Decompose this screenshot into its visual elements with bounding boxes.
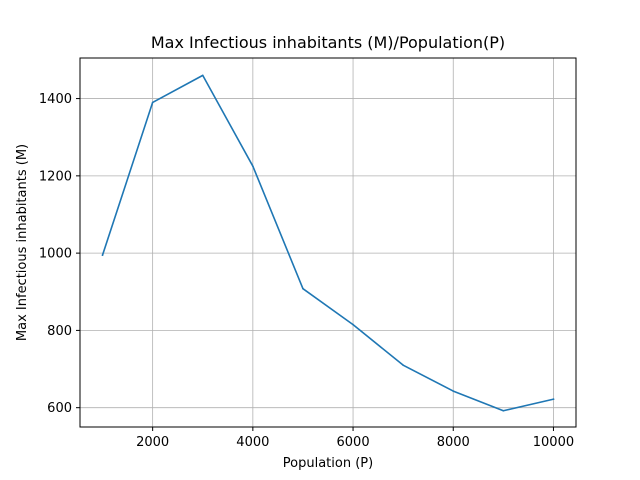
y-tick-label: 600	[47, 401, 72, 416]
y-tick-label: 1200	[39, 169, 72, 184]
series-line	[101, 74, 555, 412]
data-point	[552, 398, 555, 400]
axis-ticks: 2000 4000 6000 8000 10000 600 800 1000 1200 1400	[39, 92, 574, 450]
y-axis-label: Max Infectious inhabitants (M)	[15, 144, 30, 341]
data-point	[252, 165, 254, 167]
data-point	[101, 254, 104, 256]
data-point	[302, 287, 304, 290]
chart-title: Max Infectious inhabitants (M)/Populatio…	[151, 33, 505, 52]
data-point	[151, 101, 154, 104]
x-tick-label: 4000	[236, 435, 269, 450]
x-tick-label: 8000	[437, 435, 470, 450]
x-tick-label: 10000	[533, 435, 574, 450]
y-tick-label: 1000	[39, 247, 72, 262]
x-tick-label: 2000	[136, 435, 169, 450]
data-point	[201, 74, 204, 77]
x-axis-label: Population (P)	[283, 456, 373, 471]
y-tick-label: 800	[47, 324, 72, 339]
grid-lines	[80, 58, 576, 427]
data-point	[402, 364, 404, 366]
data-point	[502, 409, 505, 412]
series-layer	[101, 74, 555, 412]
data-point	[452, 390, 455, 392]
y-tick-label: 1400	[39, 92, 72, 107]
x-tick-label: 6000	[337, 435, 370, 450]
data-point	[352, 323, 354, 326]
plot-frame	[79, 57, 577, 428]
